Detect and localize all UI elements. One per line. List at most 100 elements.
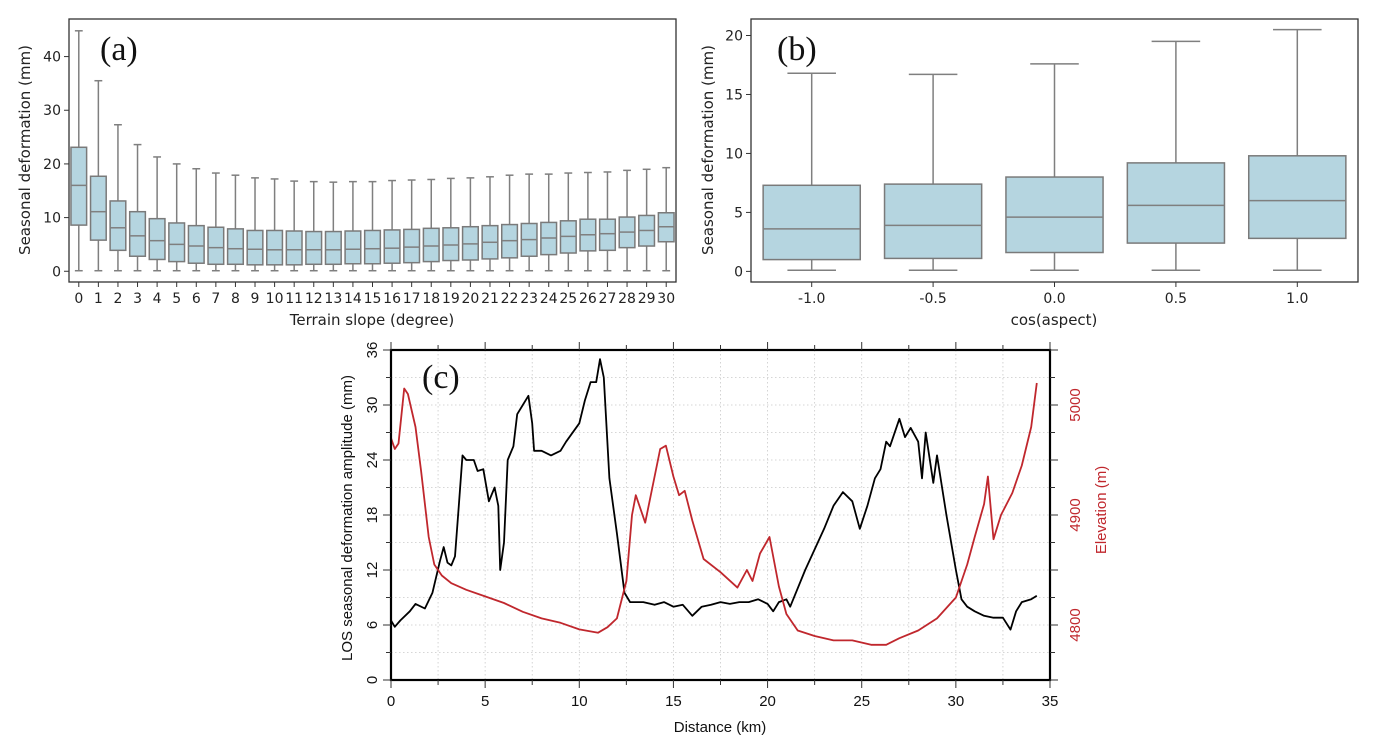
iqr-box: [324, 230, 342, 266]
box-1.0: [1247, 28, 1347, 271]
iqr-box: [128, 210, 147, 257]
x-tick-label: 4: [153, 291, 162, 307]
x-tick-label: 26: [579, 291, 597, 307]
iqr-box: [598, 218, 617, 252]
y-tick-label-right: 5000: [1067, 388, 1084, 421]
panel-c-ylabel: LOS seasonal deformation amplitude (mm): [339, 375, 356, 661]
x-tick-label: 0: [387, 693, 395, 710]
x-tick-label: 10: [571, 693, 588, 710]
box-29: [638, 168, 656, 272]
box-5: [168, 163, 186, 272]
box--0.5: [883, 73, 983, 271]
box-25: [559, 172, 577, 272]
x-tick-label: 6: [192, 291, 201, 307]
x-tick-label: 25: [559, 291, 577, 307]
x-tick-label: 0.5: [1165, 291, 1187, 307]
x-tick-label: 27: [599, 291, 617, 307]
iqr-box: [403, 228, 421, 264]
x-tick-label: 21: [481, 291, 499, 307]
elevation-line: [390, 382, 1038, 646]
box-18: [422, 178, 440, 272]
x-tick-label: 14: [344, 291, 362, 307]
y-tick-label: 6: [364, 621, 381, 629]
y-tick-label: 30: [364, 397, 381, 414]
box-9: [246, 177, 264, 272]
box-8: [226, 174, 245, 272]
x-tick-label: 9: [251, 291, 260, 307]
panel-b-label: (b): [777, 31, 817, 68]
panel-b-ylabel: Seasonal deformation (mm): [699, 45, 717, 255]
x-tick-label: 18: [422, 291, 440, 307]
iqr-box: [109, 200, 127, 252]
x-tick-label: 13: [324, 291, 342, 307]
iqr-box: [168, 222, 186, 263]
iqr-box: [285, 230, 303, 266]
x-tick-label: -0.5: [919, 291, 946, 307]
box-15: [363, 180, 382, 272]
panel-a-boxes: [70, 30, 675, 272]
x-tick-label: 1.0: [1286, 291, 1308, 307]
box-21: [481, 176, 499, 272]
panel-a-yticks: 0 10 20 30 40: [43, 50, 69, 280]
panel-c-grid: [391, 350, 1050, 680]
panel-c-xlabel: Distance (km): [674, 719, 767, 736]
x-tick-label: 30: [948, 693, 965, 710]
x-tick-label: 25: [853, 693, 870, 710]
y-tick-label: 18: [364, 507, 381, 524]
box-26: [579, 171, 597, 272]
x-tick-label: 35: [1042, 693, 1059, 710]
box-11: [285, 180, 303, 272]
y-tick-label: 10: [725, 146, 743, 162]
x-tick-label: 15: [665, 693, 682, 710]
panel-a-xlabel: Terrain slope (degree): [289, 311, 455, 329]
y-tick-label-right: 4800: [1067, 608, 1084, 641]
box-0.0: [1005, 63, 1104, 271]
y-tick-label-right: 4900: [1067, 498, 1084, 531]
y-tick-label: 15: [725, 87, 743, 103]
iqr-box: [344, 230, 362, 265]
x-tick-label: 29: [638, 291, 656, 307]
iqr-box: [1126, 162, 1226, 244]
box-1: [89, 79, 107, 272]
y-tick-label: 10: [43, 211, 61, 227]
panel-a-ylabel: Seasonal deformation (mm): [16, 45, 34, 255]
panel-b-boxplot: 0 5 10 15 20 -1.0 -0.5 0.0 0.5 1.0 (b) cos(aspec…: [699, 18, 1359, 329]
box-10: [266, 178, 284, 272]
x-tick-label: 24: [540, 291, 558, 307]
iqr-box: [226, 228, 245, 266]
x-tick-label: 0.0: [1043, 291, 1065, 307]
iqr-box: [383, 229, 401, 264]
x-tick-label: 16: [383, 291, 401, 307]
y-tick-label: 40: [43, 50, 61, 66]
x-tick-label: -1.0: [798, 291, 825, 307]
y-tick-label: 20: [725, 29, 743, 45]
iqr-box: [1247, 155, 1347, 240]
iqr-box: [442, 227, 460, 262]
x-tick-label: 23: [520, 291, 538, 307]
x-tick-label: 30: [657, 291, 675, 307]
iqr-box: [246, 229, 264, 266]
panel-b-xlabel: cos(aspect): [1011, 311, 1098, 329]
y-tick-label: 24: [364, 452, 381, 469]
box-17: [403, 179, 421, 272]
panel-c-ticks: 0 5 10 15 20 25 30 35 0 6 12 18 24 30 36 4800 4900 5000: [364, 342, 1084, 710]
panel-c-lineplot: 0 5 10 15 20 25 30 35 0 6 12 18 24 30 36 4800 4900 5000 (…: [339, 342, 1110, 736]
box-2: [109, 123, 127, 272]
box-27: [598, 171, 617, 272]
x-tick-label: 11: [285, 291, 303, 307]
box-12: [305, 180, 323, 272]
y-tick-label: 30: [43, 103, 61, 119]
y-tick-label: 20: [43, 157, 61, 173]
box--1.0: [762, 72, 862, 271]
x-tick-label: 3: [133, 291, 142, 307]
box-6: [187, 167, 205, 272]
x-tick-label: 7: [211, 291, 220, 307]
box-28: [618, 169, 636, 272]
box-19: [442, 177, 460, 272]
x-tick-label: 8: [231, 291, 240, 307]
box-16: [383, 179, 401, 272]
iqr-box: [883, 183, 983, 260]
iqr-box: [305, 230, 323, 266]
